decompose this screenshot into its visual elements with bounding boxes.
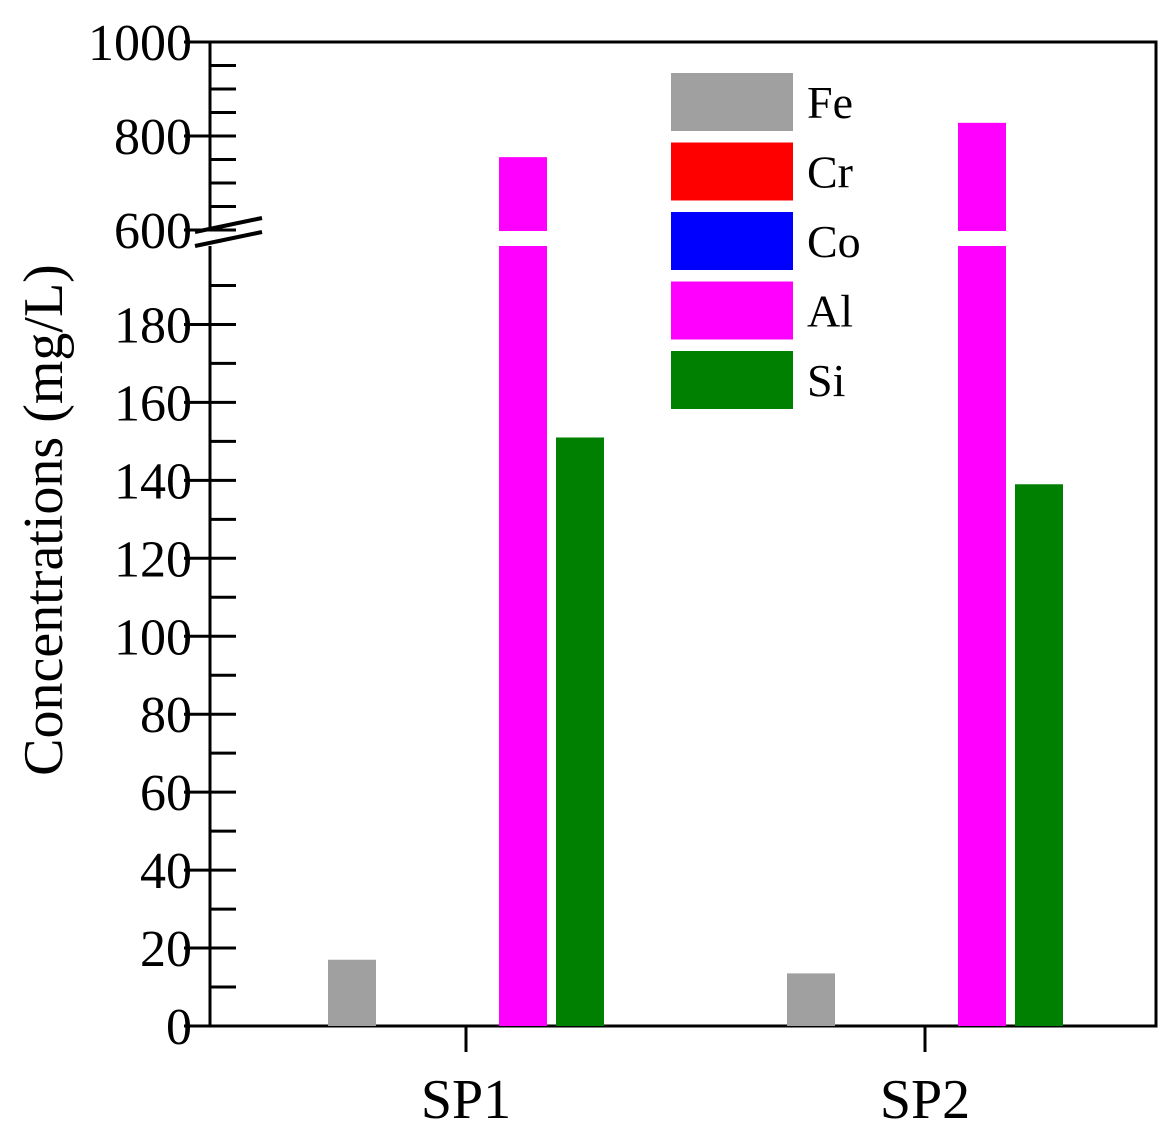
legend-swatch-cr <box>671 142 793 201</box>
y-tick-label: 0 <box>166 999 192 1056</box>
y-tick-label: 120 <box>114 531 192 588</box>
y-tick-label: 160 <box>114 375 192 432</box>
legend-label-co: Co <box>807 216 861 267</box>
y-tick-label: 60 <box>140 765 192 822</box>
bar-al-sp2 <box>958 122 1006 1027</box>
bar-si-sp2 <box>1015 484 1063 1026</box>
bar-si-sp1 <box>556 437 604 1026</box>
y-tick-label: 180 <box>114 297 192 354</box>
legend-label-fe: Fe <box>807 77 853 128</box>
legend-swatch-fe <box>671 73 793 131</box>
axis-break-mark <box>194 230 263 248</box>
bars-group <box>212 122 1154 1027</box>
x-axis: SP1 SP2 <box>421 1026 970 1131</box>
y-axis: 0 20 40 60 80 100 120 140 160 180 600 800 1000 <box>88 15 263 1056</box>
x-tick-label: SP2 <box>880 1069 970 1131</box>
y-tick-label: 80 <box>140 687 192 744</box>
y-tick-label: 140 <box>114 453 192 510</box>
legend-label-cr: Cr <box>807 147 853 198</box>
legend-swatch-co <box>671 212 793 270</box>
y-tick-label: 20 <box>140 921 192 978</box>
y-tick-label: 40 <box>140 843 192 900</box>
bar-fe-sp2 <box>787 973 835 1026</box>
bar-fe-sp1 <box>328 959 376 1026</box>
legend-swatch-si <box>671 351 793 409</box>
y-axis-title: Concentrations (mg/L) <box>13 264 75 776</box>
bar-al-sp1 <box>499 157 547 1026</box>
x-tick-label: SP1 <box>421 1069 511 1131</box>
legend-swatch-al <box>671 281 793 340</box>
y-tick-label: 600 <box>114 203 192 260</box>
y-tick-label: 1000 <box>88 15 192 72</box>
legend: Fe Cr Co Al Si <box>671 73 861 409</box>
legend-label-al: Al <box>807 286 853 337</box>
y-tick-label: 800 <box>114 109 192 166</box>
y-tick-label: 100 <box>114 609 192 666</box>
axis-break-cover <box>207 231 213 246</box>
legend-label-si: Si <box>807 355 845 406</box>
